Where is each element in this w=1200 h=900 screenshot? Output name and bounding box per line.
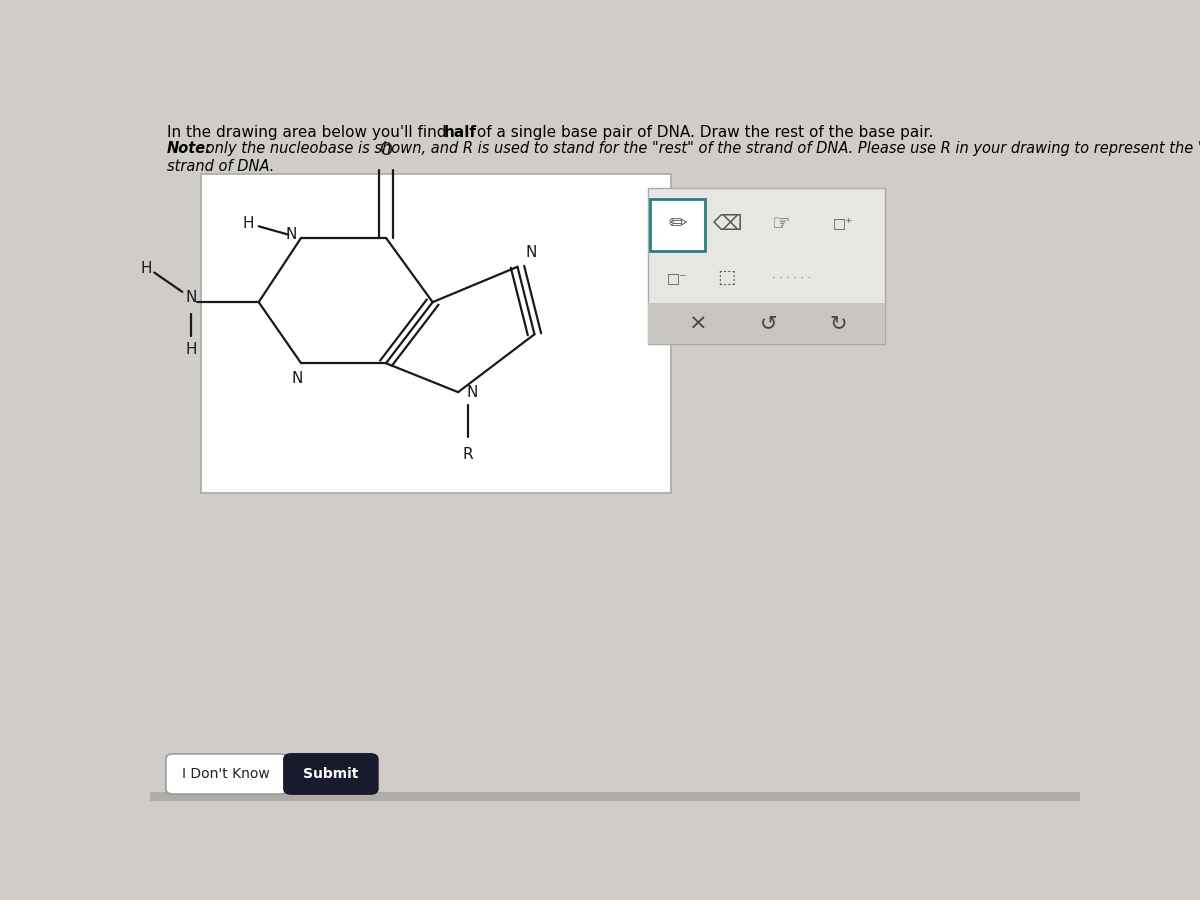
FancyBboxPatch shape	[650, 199, 706, 251]
FancyBboxPatch shape	[284, 754, 378, 794]
Text: ✏: ✏	[668, 214, 686, 234]
Text: □⁺: □⁺	[833, 218, 853, 231]
Bar	[648, 303, 884, 344]
Text: In the drawing area below you'll find: In the drawing area below you'll find	[167, 125, 451, 140]
Text: N: N	[467, 384, 478, 400]
Text: H: H	[242, 216, 254, 231]
Text: O: O	[379, 140, 392, 158]
Text: N: N	[185, 290, 197, 304]
Text: · · · · · ·: · · · · · ·	[772, 273, 811, 283]
Text: ⌫: ⌫	[712, 214, 742, 234]
Text: R: R	[463, 446, 474, 462]
Bar	[150, 792, 1080, 801]
FancyBboxPatch shape	[166, 754, 288, 794]
Text: N: N	[286, 227, 296, 242]
Text: of a single base pair of DNA. Draw the rest of the base pair.: of a single base pair of DNA. Draw the r…	[472, 125, 934, 140]
Text: ⬚: ⬚	[718, 268, 736, 287]
Text: Note:: Note:	[167, 141, 211, 157]
Text: strand of DNA.: strand of DNA.	[167, 159, 274, 175]
Text: ☞: ☞	[772, 214, 790, 234]
Text: half: half	[444, 125, 476, 140]
Text: □⁻: □⁻	[667, 271, 688, 284]
Bar	[202, 174, 671, 492]
Text: Submit: Submit	[302, 767, 358, 781]
Bar	[648, 188, 884, 344]
Text: H: H	[185, 342, 197, 357]
Text: N: N	[526, 246, 538, 260]
Text: H: H	[140, 261, 151, 276]
Text: N: N	[292, 371, 302, 386]
Text: ×: ×	[689, 313, 708, 334]
Text: ↺: ↺	[760, 313, 778, 334]
Text: only the nucleobase is shown, and R is used to stand for the "rest" of the stran: only the nucleobase is shown, and R is u…	[202, 141, 1200, 157]
Text: ↻: ↻	[829, 313, 847, 334]
Text: I Don't Know: I Don't Know	[182, 767, 270, 781]
